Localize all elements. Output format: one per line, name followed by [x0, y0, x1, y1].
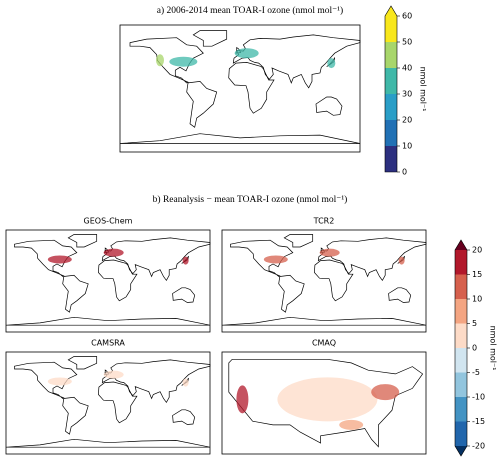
map-panel-frame: [221, 229, 427, 333]
station-cluster: [398, 256, 405, 265]
coastline: [14, 239, 78, 277]
colorbar-label: nmol mol⁻¹: [489, 326, 498, 371]
coastline: [228, 62, 275, 114]
coastline: [314, 259, 354, 302]
panel-title: CAMSRA: [91, 339, 125, 348]
panel-title: GEOS-Chem: [84, 217, 133, 226]
coastline: [172, 287, 196, 303]
map-panel-frame: [221, 351, 427, 455]
colorbar-bin: [455, 274, 467, 299]
coastline: [62, 396, 89, 435]
colorbar-tick-label: -15: [472, 417, 485, 426]
coastline: [62, 274, 89, 313]
colorbar-tick-label: -10: [472, 393, 485, 402]
coastline: [98, 381, 138, 424]
colorbar-bin: [385, 146, 397, 172]
station-cluster: [339, 419, 364, 430]
coastline: [192, 30, 228, 47]
coastline: [283, 234, 314, 248]
coastline: [5, 438, 211, 448]
colorbar-bin: [455, 397, 467, 422]
station-cluster: [103, 248, 124, 257]
colorbar-bin: [455, 250, 467, 275]
coastline: [101, 359, 211, 404]
coastline: [228, 358, 424, 448]
colorbar-extend-max: [455, 240, 467, 250]
colorbar-bin: [455, 323, 467, 348]
colorbar-bin: [385, 120, 397, 146]
panel-b-title: b) Reanalysis − mean TOAR-I ozone (nmol …: [153, 194, 348, 205]
panel-title: CMAQ: [312, 339, 336, 348]
colorbar-tick-label: 50: [402, 38, 412, 47]
coastline: [119, 133, 361, 144]
station-cluster: [371, 384, 400, 401]
coastline: [98, 259, 138, 302]
colorbar-tick-label: 15: [472, 270, 482, 279]
coastline: [315, 96, 343, 116]
map-a-frame: [119, 24, 361, 153]
colorbar-tick-label: 10: [472, 295, 482, 304]
colorbar-bin: [385, 42, 397, 68]
station-cluster: [169, 56, 198, 67]
station-cluster: [47, 255, 72, 264]
colorbar-tick-label: 0: [472, 344, 477, 353]
colorbar-bin: [385, 68, 397, 94]
colorbar-tick-label: 60: [402, 12, 412, 21]
panel-title: TCR2: [313, 217, 335, 226]
coastline: [5, 316, 211, 326]
station-cluster: [103, 370, 124, 379]
station-cluster: [277, 377, 378, 422]
coastline: [317, 237, 427, 282]
colorbar-bin: [455, 372, 467, 397]
station-cluster: [319, 248, 340, 257]
colorbar-tick-label: -20: [472, 442, 485, 451]
colorbar-tick-label: 30: [402, 90, 412, 99]
panel-a-title: a) 2006-2014 mean TOAR-I ozone (nmol mol…: [157, 5, 343, 16]
station-cluster: [327, 58, 336, 69]
coastline: [278, 274, 305, 313]
map-panel-frame: [5, 229, 211, 333]
coastline: [101, 237, 211, 282]
coastline: [230, 239, 294, 277]
station-cluster: [236, 385, 249, 414]
coastline: [67, 356, 98, 370]
coastline: [388, 287, 412, 303]
colorbar-tick-label: -5: [472, 368, 480, 377]
colorbar-tick-label: 0: [402, 168, 407, 177]
colorbar-tick-label: 40: [402, 64, 412, 73]
colorbar-label: nmol mol⁻¹: [419, 67, 428, 112]
colorbar-tick-label: 20: [402, 116, 412, 125]
coastline: [186, 81, 218, 128]
coastline: [14, 361, 78, 399]
colorbar-outline: [384, 5, 398, 173]
coastline: [172, 409, 196, 425]
station-cluster: [182, 256, 189, 265]
coastline: [232, 34, 361, 89]
map-panel-frame: [5, 351, 211, 455]
colorbar-extend-min: [455, 446, 467, 456]
colorbar-extend-max: [385, 6, 397, 16]
colorbar-tick-label: 10: [402, 142, 412, 151]
station-cluster: [263, 255, 288, 264]
station-cluster: [234, 48, 259, 59]
colorbar-tick-label: 20: [472, 246, 482, 255]
colorbar-tick-label: 5: [472, 319, 477, 328]
station-cluster: [47, 377, 72, 386]
coastline: [221, 316, 427, 326]
colorbar-bin: [455, 421, 467, 446]
station-cluster: [156, 54, 164, 67]
colorbar-bin: [385, 94, 397, 120]
colorbar-bin: [455, 348, 467, 373]
coastline: [67, 234, 98, 248]
colorbar-bin: [385, 16, 397, 42]
station-cluster: [182, 378, 189, 387]
colorbar-bin: [455, 299, 467, 324]
coastline: [129, 37, 204, 84]
